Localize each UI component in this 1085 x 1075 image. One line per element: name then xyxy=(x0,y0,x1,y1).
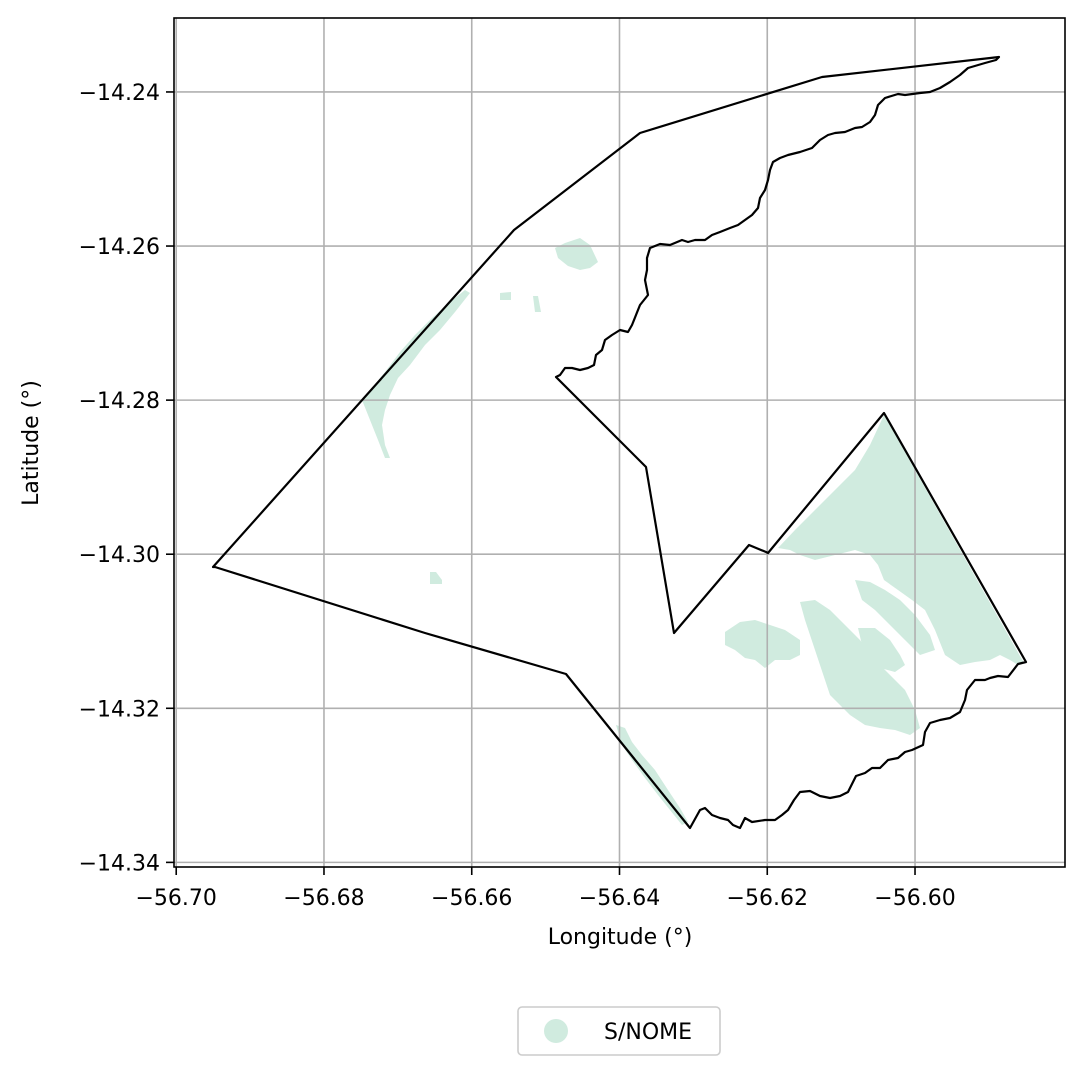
land-cover-patch-west-strip xyxy=(362,290,470,458)
municipality-boundary xyxy=(211,55,1028,830)
land-cover-patch-west-dot xyxy=(430,572,442,584)
x-tick-label-4: −56.62 xyxy=(727,886,808,911)
y-tick-label-1: −14.26 xyxy=(79,235,160,260)
y-tick-label-4: −14.32 xyxy=(79,697,160,722)
land-cover-patch-south-strip xyxy=(616,725,688,825)
land-cover-patch-east xyxy=(778,415,1024,665)
legend-frame xyxy=(517,1006,721,1056)
land-cover-patch-islet xyxy=(858,628,905,672)
land-cover-patch-central xyxy=(800,600,920,735)
y-tick-label-2: −14.28 xyxy=(79,389,160,414)
x-tick-label-1: −56.68 xyxy=(283,886,364,911)
legend-label-s-nome: S/NOME xyxy=(604,1020,692,1045)
y-tick-label-0: −14.24 xyxy=(79,81,160,106)
y-axis-label: Latitude (°) xyxy=(19,380,44,506)
x-tick-label-5: −56.60 xyxy=(874,886,955,911)
x-axis-label: Longitude (°) xyxy=(548,925,693,950)
y-tick-label-5: −14.34 xyxy=(79,851,160,876)
x-tick-label-3: −56.64 xyxy=(579,886,660,911)
y-axis-ticks: −14.24 −14.26 −14.28 −14.30 −14.32 −14.34 xyxy=(79,81,174,876)
x-tick-label-2: −56.66 xyxy=(431,886,512,911)
legend: S/NOME xyxy=(517,1006,721,1056)
land-cover-patch-north-small-2 xyxy=(533,296,541,312)
x-tick-label-0: −56.70 xyxy=(136,886,217,911)
legend-swatch-s-nome xyxy=(544,1019,568,1043)
y-tick-label-3: −14.30 xyxy=(79,543,160,568)
land-cover-patch-southwest xyxy=(725,620,800,668)
x-axis-ticks: −56.70 −56.68 −56.66 −56.64 −56.62 −56.60 xyxy=(136,867,956,911)
land-cover-patch-north-small-1 xyxy=(500,292,511,300)
